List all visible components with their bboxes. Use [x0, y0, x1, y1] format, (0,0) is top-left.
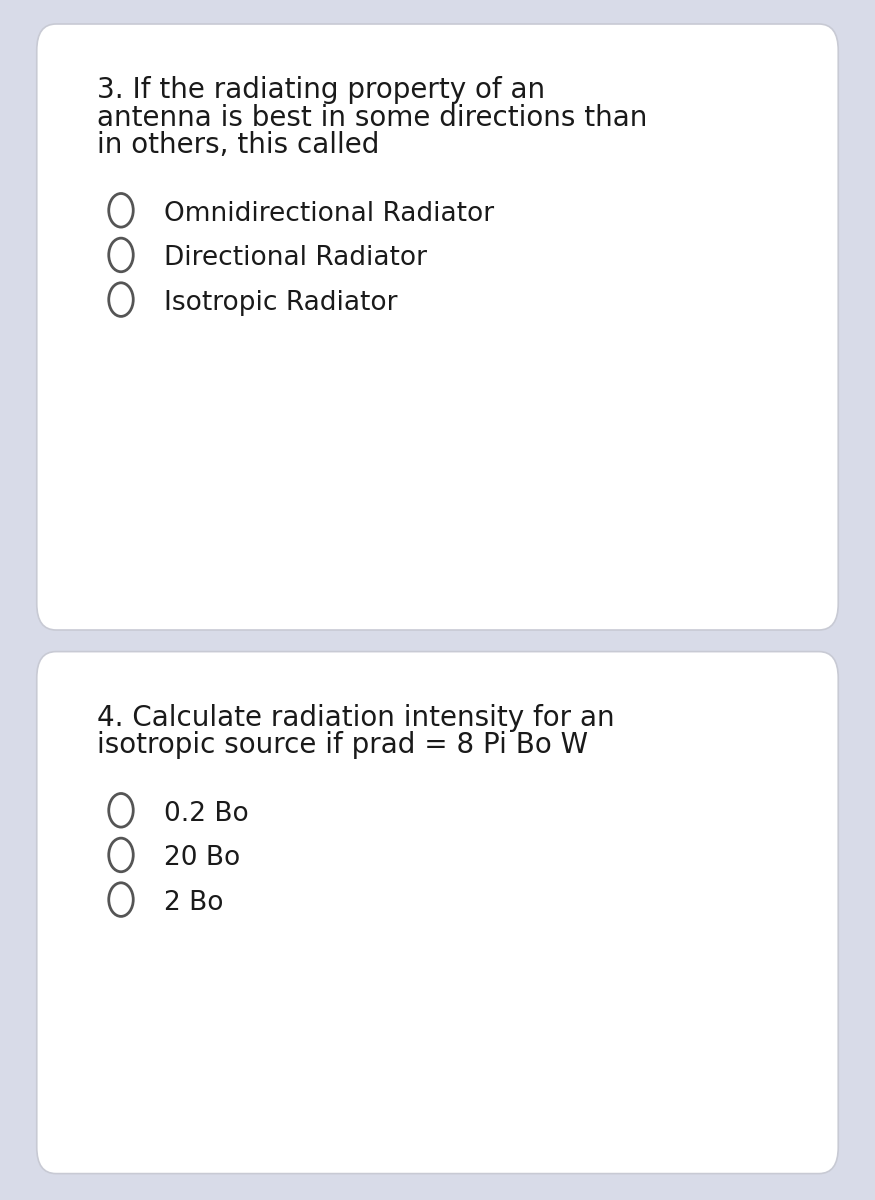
Text: Isotropic Radiator: Isotropic Radiator — [164, 290, 397, 316]
FancyBboxPatch shape — [37, 652, 838, 1174]
Circle shape — [108, 838, 133, 871]
Text: isotropic source if prad = 8 Pi Bo W: isotropic source if prad = 8 Pi Bo W — [97, 731, 588, 760]
Text: 4. Calculate radiation intensity for an: 4. Calculate radiation intensity for an — [97, 703, 614, 732]
Text: 2 Bo: 2 Bo — [164, 890, 223, 916]
Text: antenna is best in some directions than: antenna is best in some directions than — [97, 103, 648, 132]
Circle shape — [108, 238, 133, 271]
Text: 0.2 Bo: 0.2 Bo — [164, 800, 248, 827]
Circle shape — [108, 283, 133, 317]
Text: Omnidirectional Radiator: Omnidirectional Radiator — [164, 200, 493, 227]
Circle shape — [108, 793, 133, 827]
Circle shape — [108, 883, 133, 917]
FancyBboxPatch shape — [37, 24, 838, 630]
Text: Directional Radiator: Directional Radiator — [164, 246, 427, 271]
Text: 3. If the radiating property of an: 3. If the radiating property of an — [97, 76, 545, 104]
Circle shape — [108, 193, 133, 227]
Text: 20 Bo: 20 Bo — [164, 846, 240, 871]
Text: in others, this called: in others, this called — [97, 131, 379, 160]
